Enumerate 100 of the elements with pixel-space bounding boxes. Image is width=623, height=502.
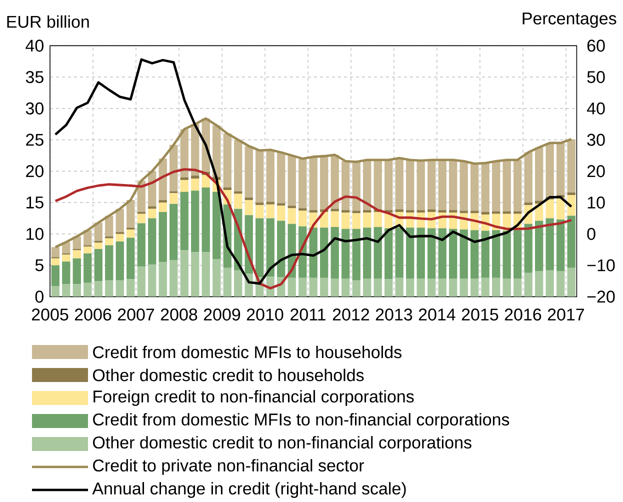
bar xyxy=(191,252,200,297)
x-tick-label: 2011 xyxy=(290,308,326,321)
bar xyxy=(481,230,490,278)
bar xyxy=(244,146,253,198)
bar xyxy=(556,270,565,297)
bar xyxy=(363,212,372,228)
bar xyxy=(212,192,221,260)
bar xyxy=(374,278,382,297)
bar xyxy=(126,200,135,228)
bar xyxy=(116,208,124,232)
bar xyxy=(449,228,458,278)
y2-tick-label: 60 xyxy=(587,40,605,52)
bar xyxy=(277,220,286,278)
bar xyxy=(428,209,436,212)
bar xyxy=(84,253,92,283)
bar xyxy=(266,202,274,204)
bar xyxy=(170,193,178,204)
bar xyxy=(202,252,210,297)
bar xyxy=(534,147,544,201)
bar xyxy=(384,160,393,210)
bar xyxy=(449,278,458,297)
bar xyxy=(342,212,350,229)
bar xyxy=(502,211,511,214)
x-tick-label: 2005 xyxy=(32,308,68,321)
bar xyxy=(137,214,146,224)
bar xyxy=(374,212,382,228)
bar xyxy=(460,278,468,297)
y2-tick-label: 0 xyxy=(587,228,596,240)
legend-label: Credit to private non-financial sector xyxy=(93,459,364,475)
bar xyxy=(352,162,360,211)
y-axis-title: EUR billion xyxy=(7,15,89,28)
y2-tick-label: 50 xyxy=(587,71,605,84)
x-tick-label: 2017 xyxy=(548,308,584,321)
legend-label: Credit from domestic MFIs to non-financial corporations xyxy=(93,413,510,429)
bar xyxy=(158,262,167,297)
bar xyxy=(256,205,264,218)
y2-tick-label: −10 xyxy=(587,259,615,272)
bar xyxy=(309,156,318,210)
y-tick-label: 0 xyxy=(35,290,44,303)
x-tick-label: 2014 xyxy=(418,308,456,321)
bar xyxy=(384,279,393,297)
legend-label: Other domestic credit to households xyxy=(93,368,364,382)
bar xyxy=(342,228,350,278)
bar xyxy=(502,278,511,297)
bar xyxy=(158,212,167,262)
bar xyxy=(51,258,60,266)
legend-label: Annual change in credit (right-hand scale) xyxy=(92,482,406,498)
bar xyxy=(256,150,264,203)
x-tick-label: 2007 xyxy=(118,308,154,321)
bar xyxy=(460,161,468,211)
bar xyxy=(234,194,242,209)
x-tick-label: 2009 xyxy=(204,308,240,321)
bar xyxy=(298,278,307,297)
y-tick-label: 30 xyxy=(26,102,44,114)
bar xyxy=(170,260,178,297)
bar xyxy=(524,224,532,273)
bar xyxy=(460,230,468,278)
bar xyxy=(320,156,328,210)
bar xyxy=(546,270,554,297)
bar xyxy=(502,230,511,278)
bar xyxy=(470,164,479,211)
bar xyxy=(72,250,81,258)
bar xyxy=(84,246,92,254)
y-tick-label: 20 xyxy=(26,165,44,178)
legend-label: Other domestic credit to non-financial corporations xyxy=(93,436,472,452)
bar xyxy=(234,140,242,192)
bar xyxy=(266,218,274,277)
bar xyxy=(416,228,425,278)
bar xyxy=(51,265,60,286)
bar xyxy=(223,134,232,188)
legend-label: Foreign credit to non-financial corporations xyxy=(94,390,414,406)
y-tick-label: 5 xyxy=(35,259,44,272)
bar xyxy=(148,264,156,297)
bar xyxy=(94,281,102,297)
bar xyxy=(94,242,102,249)
y2-tick-label: 40 xyxy=(586,102,605,114)
bar xyxy=(492,211,500,214)
bar xyxy=(170,204,178,260)
bar xyxy=(158,200,167,203)
bar xyxy=(567,195,576,216)
bar xyxy=(116,234,124,242)
bar xyxy=(191,178,200,191)
bar xyxy=(481,163,490,212)
bar xyxy=(546,199,554,218)
bar xyxy=(191,176,200,179)
bar xyxy=(567,268,576,297)
bar xyxy=(288,208,296,224)
bar xyxy=(374,227,382,278)
bar xyxy=(137,223,146,267)
bar xyxy=(330,208,339,212)
bar xyxy=(438,210,446,213)
bar xyxy=(416,278,425,297)
bar xyxy=(298,208,307,211)
y2-tick-label: 30 xyxy=(587,134,605,146)
bar xyxy=(428,160,436,210)
bar xyxy=(320,228,328,278)
bar xyxy=(546,142,554,197)
bar xyxy=(180,177,188,180)
y2-tick-label: 10 xyxy=(588,196,605,209)
bar xyxy=(72,258,81,284)
